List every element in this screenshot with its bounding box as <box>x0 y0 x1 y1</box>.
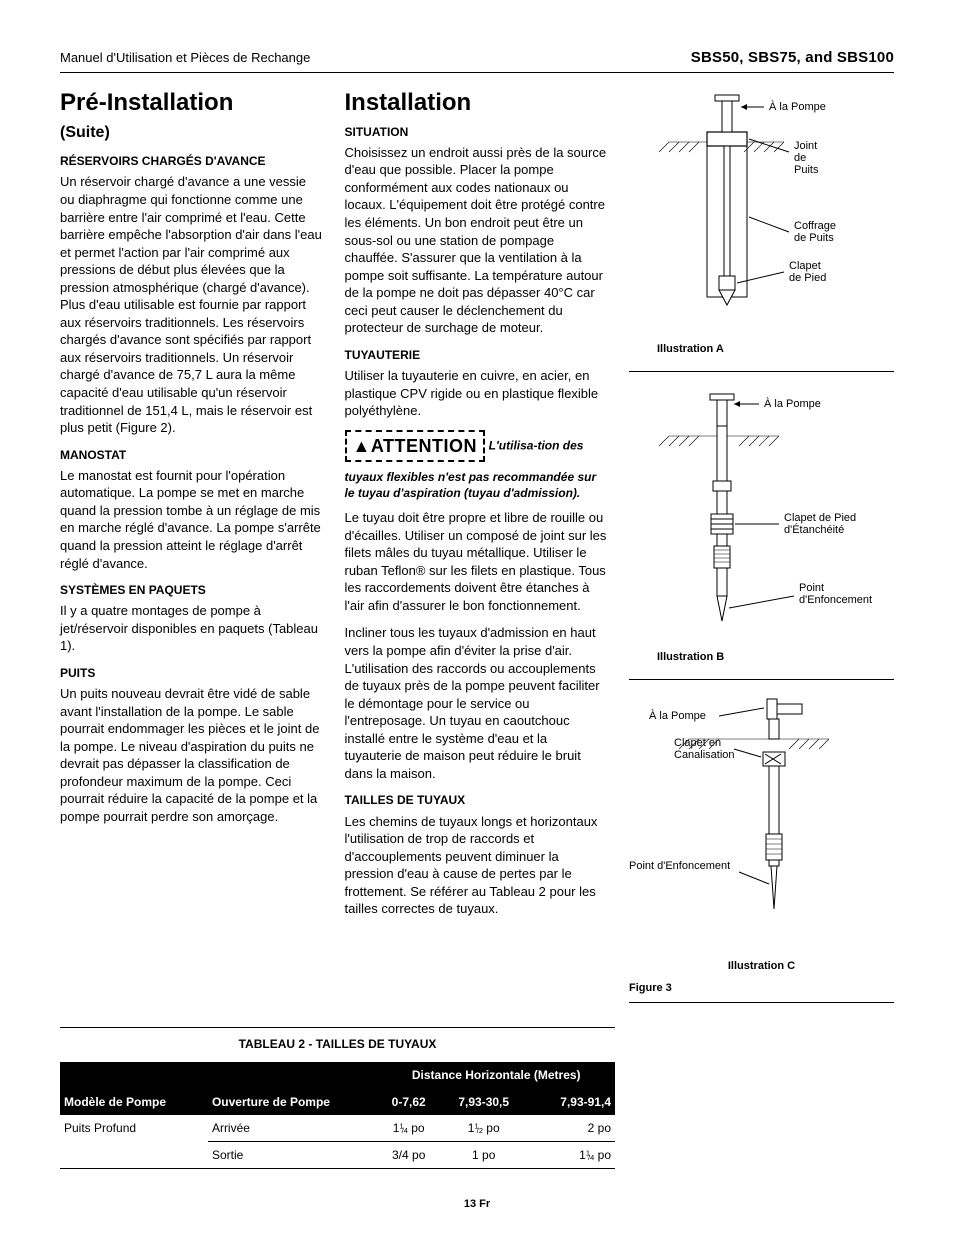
header-right: SBS50, SBS75, and SBS100 <box>691 48 894 68</box>
divider-ab <box>629 371 894 372</box>
illustration-c-label: Illustration C <box>629 959 894 974</box>
cell-r2v1: 3/4 po <box>377 1142 440 1169</box>
label-point-b-2: d'Enfoncement <box>799 594 872 606</box>
cell-r2v2: 1 po <box>440 1142 527 1169</box>
attention-tail: L'utilisa-tion des <box>489 438 584 452</box>
main-columns: Pré-Installation (Suite) RÉSERVOIRS CHAR… <box>60 87 894 1003</box>
label-point-b-1: Point <box>799 582 824 594</box>
table-2: Modèle de Pompe Ouverture de Pompe Dista… <box>60 1062 615 1169</box>
attention-icon: ▲ATTENTION <box>345 430 485 462</box>
label-point-c: Point d'Enfoncement <box>629 860 730 872</box>
para-systemes: Il y a quatre montages de pompe à jet/ré… <box>60 602 323 655</box>
diagram-a-svg: À la Pompe Joint de Puits Coffrage de Pu… <box>629 87 894 337</box>
cell-sortie: Sortie <box>208 1142 377 1169</box>
label-joint-2: de <box>794 152 806 164</box>
illustration-c: À la Pompe Clapet en Canalisation Point … <box>629 694 894 973</box>
table-row: Puits Profund Arrivée 11/4 po 11/2 po 2 … <box>60 1115 615 1142</box>
para-tailles: Les chemins de tuyaux longs et horizonta… <box>345 813 608 918</box>
heading-systemes: SYSTÈMES EN PAQUETS <box>60 582 323 598</box>
divider-bc <box>629 679 894 680</box>
column-illustrations: À la Pompe Joint de Puits Coffrage de Pu… <box>629 87 894 1003</box>
cell-r1v1: 11/4 po <box>377 1115 440 1142</box>
label-clapet-b-2: d'Étanchéité <box>784 523 844 536</box>
illustration-a: À la Pompe Joint de Puits Coffrage de Pu… <box>629 87 894 356</box>
table-2-wrap: TABLEAU 2 - TAILLES DE TUYAUX Modèle de … <box>60 1027 615 1169</box>
label-coffrage-1: Coffrage <box>794 220 836 232</box>
figure-bottom-rule <box>629 1002 894 1003</box>
figure-3-label: Figure 3 <box>629 981 894 996</box>
label-clapet-a-2: de Pied <box>789 272 826 284</box>
para-tuyau: Le tuyau doit être propre et libre de ro… <box>345 509 608 614</box>
para-incliner: Incliner tous les tuyaux d'admission en … <box>345 624 608 782</box>
label-clapet-a-1: Clapet <box>789 260 821 272</box>
label-coffrage-2: de Puits <box>794 232 834 244</box>
header-left: Manuel d'Utilisation et Pièces de Rechan… <box>60 49 310 67</box>
label-to-pump-a: À la Pompe <box>769 100 826 113</box>
label-joint-1: Joint <box>794 140 817 152</box>
page-header: Manuel d'Utilisation et Pièces de Rechan… <box>60 48 894 73</box>
attention-body: tuyaux flexibles n'est pas recommandée s… <box>345 470 608 501</box>
cell-model: Puits Profund <box>60 1115 208 1169</box>
para-situation: Choisissez un endroit aussi près de la s… <box>345 144 608 337</box>
pre-install-title: Pré-Installation <box>60 87 323 119</box>
label-clapet-c-2: Canalisation <box>674 749 735 761</box>
para-manostat: Le manostat est fournit pour l'opération… <box>60 467 323 572</box>
label-clapet-b-1: Clapet de Pied <box>784 512 856 524</box>
heading-tuyauterie: TUYAUTERIE <box>345 347 608 363</box>
para-tuyauterie: Utiliser la tuyauterie en cuivre, en aci… <box>345 367 608 420</box>
cell-r1v3: 2 po <box>527 1115 615 1142</box>
cell-r1v2: 11/2 po <box>440 1115 527 1142</box>
diagram-c-svg: À la Pompe Clapet en Canalisation Point … <box>629 694 894 954</box>
th-dist1: 0-7,62 <box>377 1089 440 1115</box>
th-dist2: 7,93-30,5 <box>440 1089 527 1115</box>
para-puits: Un puits nouveau devrait être vidé de sa… <box>60 685 323 825</box>
heading-puits: PUITS <box>60 665 323 681</box>
column-pre-installation: Pré-Installation (Suite) RÉSERVOIRS CHAR… <box>60 87 323 1003</box>
para-reservoirs: Un réservoir chargé d'avance a une vessi… <box>60 173 323 436</box>
th-dist3: 7,93-91,4 <box>527 1089 615 1115</box>
install-title: Installation <box>345 87 608 119</box>
illustration-b-label: Illustration B <box>629 650 894 665</box>
illustration-b: À la Pompe Clapet de Pied d'Étanchéité P… <box>629 386 894 665</box>
label-joint-3: Puits <box>794 164 819 176</box>
page-number: 13 Fr <box>60 1197 894 1212</box>
label-clapet-c-1: Clapet en <box>674 737 721 749</box>
heading-manostat: MANOSTAT <box>60 447 323 463</box>
pre-install-subtitle: (Suite) <box>60 122 323 144</box>
th-model: Modèle de Pompe <box>60 1062 208 1114</box>
label-to-pump-c: À la Pompe <box>649 709 706 722</box>
heading-situation: SITUATION <box>345 124 608 140</box>
illustration-a-label: Illustration A <box>629 342 894 357</box>
heading-reservoirs: RÉSERVOIRS CHARGÉS D'AVANCE <box>60 153 323 169</box>
table-2-title: TABLEAU 2 - TAILLES DE TUYAUX <box>60 1036 615 1052</box>
attention-block: ▲ATTENTION L'utilisa-tion des <box>345 430 608 462</box>
th-dist: Distance Horizontale (Metres) <box>377 1062 615 1088</box>
cell-r2v3: 11/4 po <box>527 1142 615 1169</box>
th-open: Ouverture de Pompe <box>208 1062 377 1114</box>
diagram-b-svg: À la Pompe Clapet de Pied d'Étanchéité P… <box>629 386 894 646</box>
column-installation: Installation SITUATION Choisissez un end… <box>345 87 608 1003</box>
cell-arrivee: Arrivée <box>208 1115 377 1142</box>
label-to-pump-b: À la Pompe <box>764 397 821 410</box>
heading-tailles: TAILLES DE TUYAUX <box>345 792 608 808</box>
